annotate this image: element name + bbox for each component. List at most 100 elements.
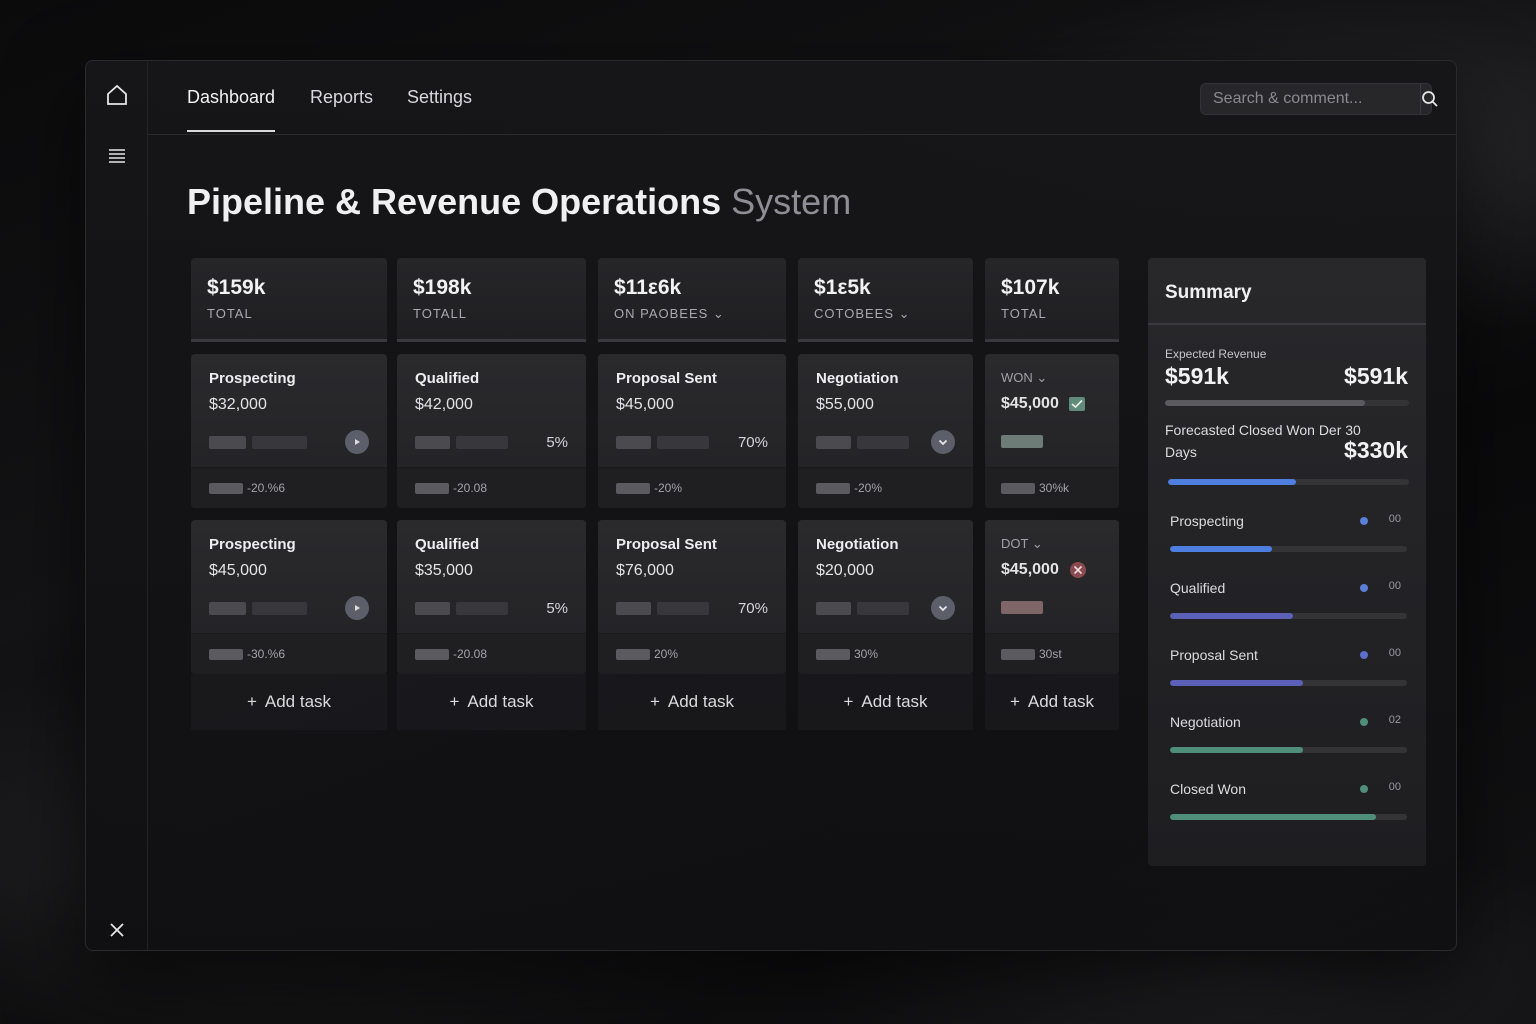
deal-value: $42,000: [415, 396, 473, 413]
footer-bar: [415, 482, 449, 494]
footer-text: -20.08: [453, 647, 488, 661]
placeholder-bar: [209, 601, 246, 615]
deal-stage: Prospecting: [209, 536, 296, 553]
add-task-button[interactable]: + Add task: [598, 674, 786, 730]
play-button[interactable]: [345, 596, 369, 620]
search-button[interactable]: [1420, 84, 1439, 114]
stage-progress-fill: [1170, 680, 1303, 686]
placeholder-bar: [657, 435, 709, 449]
summary-panel: Summary Expected Revenue $591k $591k For…: [1148, 258, 1426, 866]
deal-card[interactable]: Prospecting $45,000 -30.%6: [191, 520, 387, 674]
add-task-label: Add task: [861, 692, 928, 711]
pipeline-column-2: $198k TOTALL Qualified $42,000 5% -20.08…: [397, 258, 586, 730]
column-label[interactable]: COTOBEES ⌄: [814, 306, 911, 321]
deal-card[interactable]: Negotiation $20,000 30%: [798, 520, 973, 674]
expand-button[interactable]: [931, 430, 955, 454]
card-footer: 20%: [598, 633, 786, 674]
app-window: Dashboard Reports Settings Pipeline & Re…: [85, 60, 1457, 951]
expected-value-right: $591k: [1344, 363, 1408, 389]
footer-bar: [209, 482, 243, 494]
search-input[interactable]: [1201, 84, 1420, 114]
probability: 5%: [546, 433, 568, 451]
placeholder-bar: [857, 601, 909, 615]
deal-value: $45,000: [1001, 561, 1059, 578]
card-footer: 30st: [985, 633, 1119, 674]
deal-card[interactable]: WON ⌄ $45,000 30%k: [985, 354, 1119, 508]
column-total: $198k: [413, 276, 472, 299]
deal-stage: Qualified: [415, 536, 480, 553]
stage-progress-track: [1170, 546, 1407, 552]
deal-stage: Proposal Sent: [616, 370, 717, 387]
placeholder-bar: [209, 435, 246, 449]
expected-progress-fill: [1165, 400, 1366, 406]
x-icon[interactable]: [1069, 561, 1087, 579]
card-footer: -20%: [798, 467, 973, 508]
deal-value-row: $45,000: [1001, 561, 1101, 579]
page-title-main: Pipeline & Revenue Operations: [187, 181, 722, 222]
deal-value: $76,000: [616, 562, 674, 579]
column-total: $107k: [1001, 276, 1060, 299]
stage-row: Qualified 00: [1148, 576, 1426, 643]
menu-icon[interactable]: [103, 142, 131, 170]
footer-text: -20.%6: [247, 481, 286, 495]
expected-label: Expected Revenue: [1165, 347, 1267, 361]
placeholder-bar: [456, 435, 508, 449]
footer-bar: [1001, 482, 1035, 494]
card-footer: 30%k: [985, 467, 1119, 508]
search-box: [1200, 83, 1438, 115]
footer-text: 30%: [854, 647, 879, 661]
add-task-button[interactable]: + Add task: [397, 674, 586, 730]
deal-stage[interactable]: WON ⌄: [1001, 370, 1048, 385]
chevron-down-icon: [938, 605, 948, 612]
play-icon: [355, 605, 360, 611]
check-icon: [1068, 397, 1085, 411]
footer-text: 30%k: [1039, 481, 1070, 495]
deal-value: $45,000: [1001, 395, 1059, 412]
deal-card[interactable]: Negotiation $55,000 -20%: [798, 354, 973, 508]
stage-name: Prospecting: [1170, 513, 1244, 529]
deal-card[interactable]: Proposal Sent $76,000 70% 20%: [598, 520, 786, 674]
placeholder-bar: [816, 435, 851, 449]
tab-reports[interactable]: Reports: [310, 87, 374, 107]
add-task-button[interactable]: + Add task: [798, 674, 973, 730]
pipeline-column-4: $1ε5k COTOBEES ⌄ Negotiation $55,000 -20…: [798, 258, 973, 730]
deal-value: $55,000: [816, 396, 874, 413]
card-footer: -20.%6: [191, 467, 387, 508]
probability: 70%: [737, 599, 768, 617]
tab-settings[interactable]: Settings: [407, 87, 473, 107]
pipeline-column-3: $11ε6k ON PAOBEES ⌄ Proposal Sent $45,00…: [598, 258, 786, 730]
deal-value-row: $45,000: [1001, 395, 1101, 413]
footer-text: 20%: [654, 647, 679, 661]
pipeline-column-5: $107k TOTAL WON ⌄ $45,000 30%k DOT ⌄: [985, 258, 1119, 730]
deal-card[interactable]: Prospecting $32,000 -20.%6: [191, 354, 387, 508]
chevron-down-icon: [938, 439, 948, 446]
expand-button[interactable]: [931, 596, 955, 620]
placeholder-bar: [415, 435, 450, 449]
stage-progress-fill: [1170, 747, 1303, 753]
stage-name: Negotiation: [1170, 714, 1241, 730]
footer-bar: [209, 648, 243, 660]
column-label[interactable]: ON PAOBEES ⌄: [614, 306, 725, 321]
plus-icon: +: [246, 692, 257, 711]
stage-count: 00: [1388, 513, 1401, 525]
placeholder-bar: [456, 601, 508, 615]
tab-dashboard[interactable]: Dashboard: [187, 87, 276, 132]
stage-progress-track: [1170, 680, 1407, 686]
add-task-button[interactable]: + Add task: [191, 674, 387, 730]
footer-bar: [415, 648, 449, 660]
deal-card[interactable]: Qualified $35,000 5% -20.08: [397, 520, 586, 674]
footer-text: -30.%6: [247, 647, 286, 661]
deal-card[interactable]: DOT ⌄ $45,000 30st: [985, 520, 1119, 674]
deal-card[interactable]: Qualified $42,000 5% -20.08: [397, 354, 586, 508]
column-header: $1ε5k COTOBEES ⌄: [798, 258, 973, 342]
status-bar: [1001, 434, 1043, 448]
column-label: TOTAL: [207, 306, 253, 321]
deal-stage: Proposal Sent: [616, 536, 717, 553]
close-icon[interactable]: [103, 916, 131, 944]
home-icon[interactable]: [103, 81, 131, 109]
deal-card[interactable]: Proposal Sent $45,000 70% -20%: [598, 354, 786, 508]
deal-stage[interactable]: DOT ⌄: [1001, 536, 1043, 551]
plus-icon: +: [649, 692, 660, 711]
add-task-button[interactable]: + Add task: [985, 674, 1119, 730]
play-button[interactable]: [345, 430, 369, 454]
